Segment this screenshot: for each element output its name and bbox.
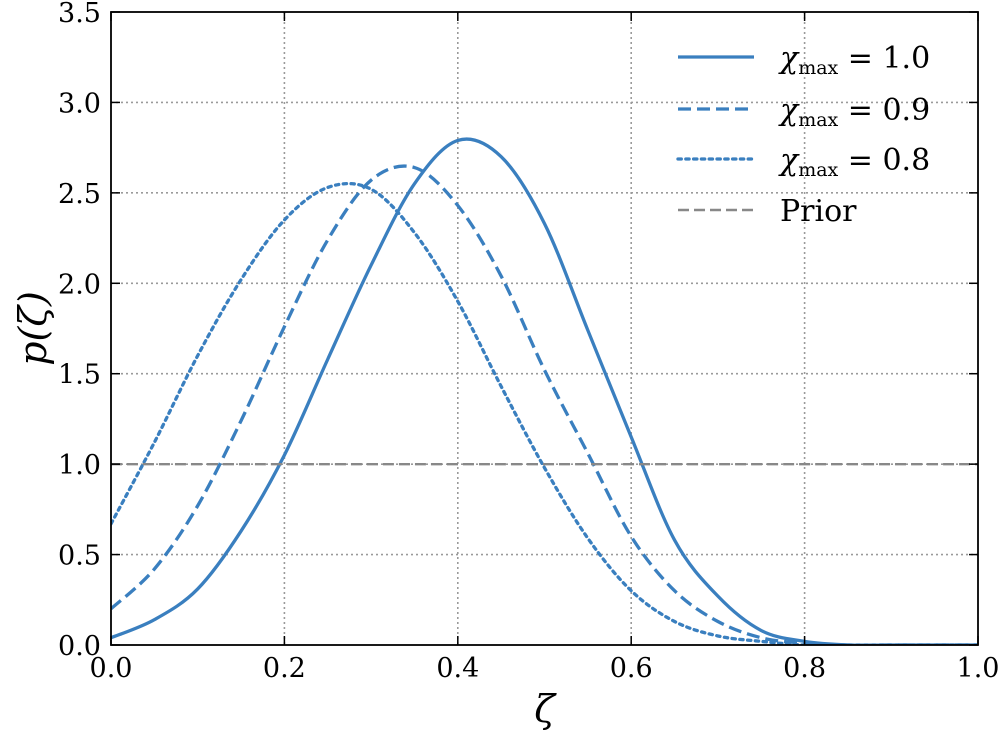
- y-tick-label: 0.0: [58, 631, 101, 662]
- legend-label-rest: = 0.9: [838, 93, 930, 128]
- legend-label-base: Prior: [780, 194, 857, 229]
- axis-ticks: [110, 11, 979, 646]
- series-line-1: [111, 164, 978, 645]
- y-tick-label: 1.0: [58, 450, 101, 481]
- legend-label-base: χ: [778, 143, 800, 178]
- x-tick-label: 0.0: [90, 653, 133, 684]
- x-tick-label: 0.8: [783, 653, 826, 684]
- legend-label-sub: max: [798, 57, 838, 79]
- legend-label-1: χmax = 0.9: [778, 93, 930, 131]
- legend-label-sub: max: [798, 109, 838, 131]
- legend-label-sub: max: [798, 159, 838, 181]
- y-tick-label: 0.5: [58, 541, 101, 572]
- series-line-2: [111, 181, 978, 645]
- y-tick-label: 3.5: [58, 0, 101, 29]
- y-tick-label: 2.5: [58, 179, 101, 210]
- x-axis-title: ζ: [534, 687, 557, 731]
- legend-label-0: χmax = 1.0: [778, 41, 930, 79]
- y-axis-title: p(ζ): [11, 291, 55, 366]
- x-tick-label: 0.2: [263, 653, 306, 684]
- series-lines: [111, 137, 978, 645]
- x-tick-label: 1.0: [957, 653, 1000, 684]
- legend-label-3: Prior: [780, 194, 857, 229]
- x-tick-label: 0.6: [610, 653, 653, 684]
- legend-label-rest: = 1.0: [838, 41, 930, 76]
- y-tick-label: 1.5: [58, 360, 101, 391]
- x-tick-label: 0.4: [436, 653, 479, 684]
- axis-tick-labels: 0.0 0.2 0.4 0.6 0.8 1.0 0.0 0.5 1.0 1.5 2.0 2.5 3.0 3…: [58, 0, 999, 684]
- plot-frame: [110, 11, 979, 646]
- y-tick-label: 3.0: [58, 88, 101, 119]
- legend-label-rest: = 0.8: [838, 143, 930, 178]
- y-tick-label: 2.0: [58, 269, 101, 300]
- legend-label-2: χmax = 0.8: [778, 143, 930, 181]
- legend-label-base: χ: [778, 41, 800, 76]
- legend-label-base: χ: [778, 93, 800, 128]
